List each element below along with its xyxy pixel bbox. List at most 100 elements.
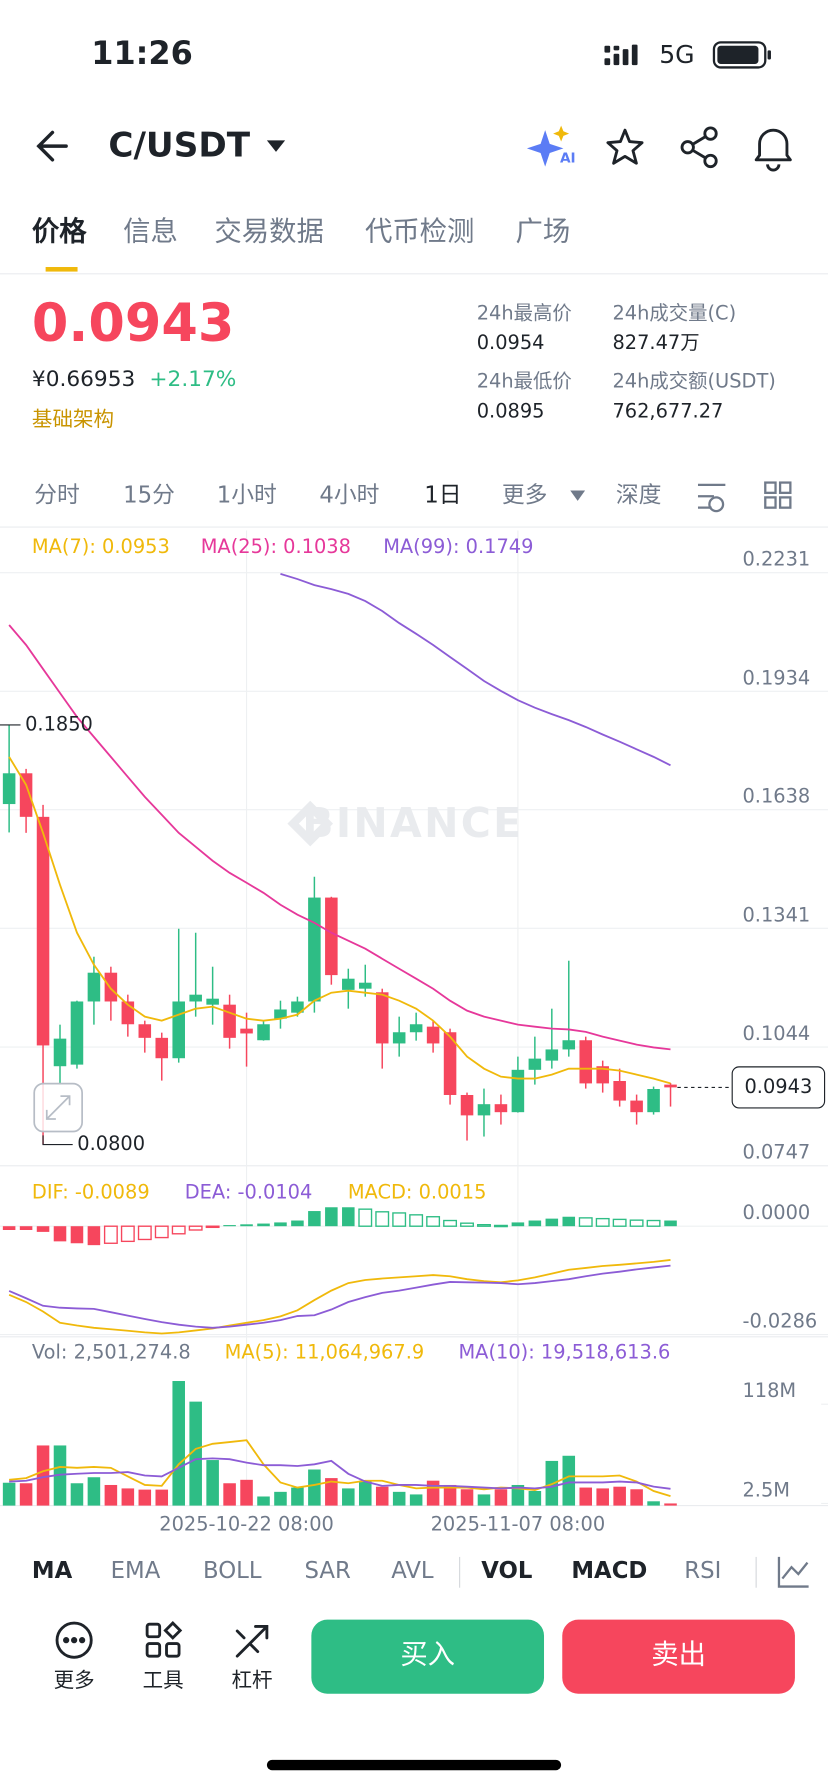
tab-indicator [45, 267, 78, 272]
tab[interactable]: 交易数据 [214, 216, 323, 247]
more-icon[interactable] [55, 1621, 93, 1659]
candle-body [53, 1038, 67, 1067]
volume-bar [257, 1496, 270, 1506]
action-label[interactable]: 杠杆 [232, 1668, 273, 1692]
macd-bar [2, 1226, 16, 1230]
legend-entry: MA(25): 0.1038 [201, 535, 351, 558]
indicator[interactable]: AVL [391, 1558, 434, 1584]
y-tick-label: 0.0000 [742, 1201, 810, 1224]
macd-bar [19, 1226, 33, 1230]
macd-bar [120, 1225, 135, 1243]
indicator[interactable]: BOLL [203, 1558, 262, 1584]
candle-body [596, 1066, 609, 1084]
interval[interactable]: 4小时 [319, 483, 379, 509]
interval[interactable]: 1小时 [217, 483, 277, 509]
interval-active[interactable]: 1日 [424, 483, 461, 509]
candle-body [375, 992, 389, 1044]
more-dropdown[interactable] [570, 490, 586, 501]
pair-dropdown[interactable] [266, 140, 286, 152]
interval[interactable]: 更多 [502, 483, 548, 509]
macd-bar [443, 1219, 458, 1227]
low-marker-line [42, 1135, 73, 1146]
macd-bar [664, 1220, 677, 1227]
macd-bar [477, 1224, 491, 1227]
macd-bar [493, 1224, 508, 1228]
cny-price: ¥0.66953 [32, 367, 135, 392]
action-label[interactable]: 更多 [54, 1668, 95, 1692]
candle-body [138, 1024, 152, 1038]
layout-icon[interactable] [764, 481, 792, 509]
sector-tag[interactable]: 基础架构 [32, 407, 114, 431]
tab[interactable]: 价格 [32, 216, 87, 247]
volume-bar [664, 1503, 677, 1506]
indicator-active[interactable]: VOL [481, 1558, 532, 1584]
volume-bar [308, 1469, 321, 1506]
macd-bar [528, 1220, 542, 1227]
candle-body [206, 998, 219, 1005]
back-button[interactable] [36, 130, 68, 162]
macd-bar [257, 1223, 270, 1227]
macd-bar [392, 1212, 407, 1227]
leverage-icon[interactable] [235, 1625, 269, 1658]
tab[interactable]: 信息 [123, 216, 178, 247]
volume-bar [375, 1486, 389, 1506]
macd-bar [223, 1225, 236, 1227]
indicator[interactable]: EMA [111, 1558, 161, 1584]
interval[interactable]: 15分 [123, 483, 175, 509]
favorite-button[interactable] [606, 128, 644, 165]
macd-bar [409, 1214, 424, 1227]
action-label[interactable]: 工具 [143, 1668, 184, 1692]
ai-button[interactable]: AI [526, 125, 576, 167]
indicator[interactable]: SAR [305, 1558, 351, 1584]
volume-bar [172, 1381, 185, 1506]
macd-bar [545, 1218, 559, 1227]
buy-label: 买入 [400, 1640, 455, 1671]
macd-bar [562, 1216, 576, 1227]
stat-label: 24h最高价 [477, 301, 572, 324]
candle-body [579, 1040, 593, 1084]
stat-label: 24h成交量(C) [612, 301, 736, 324]
network: 5G [659, 40, 694, 69]
tools-icon[interactable] [145, 1621, 183, 1658]
last-price: 0.0943 [32, 293, 234, 354]
low-marker-label: 0.0800 [77, 1132, 145, 1155]
tab[interactable]: 广场 [516, 216, 571, 247]
candle-body [274, 1009, 287, 1019]
tab[interactable]: 代币检测 [365, 216, 474, 247]
candle-body [291, 1001, 304, 1013]
y-tick-label: 2.5M [742, 1478, 790, 1501]
interval[interactable]: 分时 [34, 483, 80, 509]
candle-body [104, 972, 118, 1002]
candle-body [325, 897, 338, 976]
indicator-active[interactable]: MACD [571, 1558, 647, 1584]
volume-bar [477, 1494, 491, 1506]
candle-body [443, 1032, 457, 1095]
volume-bar [342, 1488, 355, 1506]
settings-icon[interactable] [697, 483, 726, 513]
expand-button[interactable] [33, 1082, 83, 1133]
y-tick-label: 0.0747 [742, 1141, 810, 1164]
stat-value: 0.0895 [477, 399, 545, 422]
pair-title[interactable]: C/USDT [108, 126, 250, 166]
candle-body [562, 1040, 576, 1050]
home-indicator [266, 1759, 562, 1771]
sell-button[interactable]: 卖出 [562, 1619, 795, 1694]
candle-body [545, 1049, 559, 1061]
legend-entry: MACD: 0.0015 [348, 1181, 487, 1204]
interval[interactable]: 深度 [616, 483, 662, 509]
indicator[interactable]: RSI [684, 1558, 721, 1584]
candle-body [426, 1026, 440, 1044]
indicator-active[interactable]: MA [32, 1558, 73, 1584]
macd-bar [188, 1225, 203, 1231]
charts: 2025-10-22 08:00 2025-11-07 08:00 0.2231 0.… [0, 530, 828, 1535]
macd-bar [629, 1219, 644, 1227]
line-series [8, 756, 671, 1085]
watermark-logo [287, 800, 334, 847]
share-button[interactable] [680, 126, 718, 169]
candle-body [409, 1024, 423, 1033]
alert-button[interactable] [754, 128, 792, 172]
indicator-settings[interactable] [777, 1556, 809, 1588]
buy-button[interactable]: 买入 [311, 1619, 545, 1694]
